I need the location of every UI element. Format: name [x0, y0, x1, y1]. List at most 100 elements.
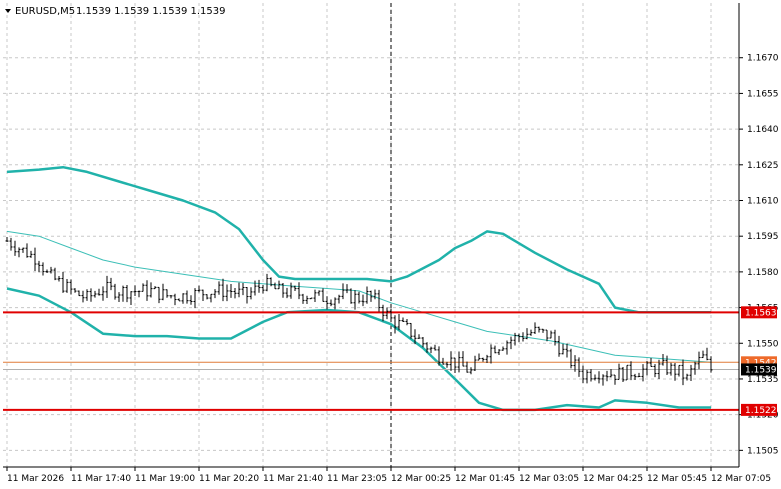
price-bar	[17, 247, 21, 258]
middle-band-line	[6, 230, 712, 363]
upper-level-tag-bg	[741, 306, 777, 319]
price-bar	[473, 355, 477, 371]
price-bar	[705, 347, 709, 361]
price-bar	[57, 276, 61, 282]
price-bar	[317, 290, 321, 296]
price-bar	[517, 333, 521, 343]
price-bar	[89, 288, 93, 302]
price-bar	[341, 283, 345, 300]
price-bar	[237, 282, 241, 298]
price-bar	[425, 342, 429, 353]
price-bar	[329, 299, 333, 307]
price-bar	[61, 271, 65, 293]
price-bar	[205, 294, 209, 300]
price-bar	[169, 295, 173, 299]
price-bar	[113, 283, 117, 300]
price-bar	[241, 282, 245, 296]
price-bar	[701, 350, 705, 359]
price-bar	[393, 315, 397, 334]
price-bar	[77, 290, 81, 297]
price-bar	[389, 308, 393, 319]
price-bar	[585, 369, 589, 384]
y-tick-label: 1.1550	[747, 339, 779, 349]
price-bar	[629, 361, 633, 381]
price-bar	[493, 345, 497, 354]
price-bar	[201, 289, 205, 301]
price-bar	[469, 367, 473, 375]
bollinger-bands	[6, 165, 712, 412]
price-bar	[449, 351, 453, 371]
price-bar	[569, 348, 573, 369]
price-bar	[637, 372, 641, 378]
symbol-menu-icon[interactable]	[5, 9, 11, 13]
y-tick-label: 1.1625	[747, 161, 779, 171]
price-bar	[417, 334, 421, 339]
price-bar	[21, 247, 25, 253]
price-bar	[625, 364, 629, 381]
upper-band-line	[6, 165, 711, 314]
price-bar	[381, 304, 385, 322]
price-bar	[173, 293, 177, 306]
price-bar	[385, 307, 389, 320]
price-bar	[273, 282, 277, 290]
quote-values: 1.1539 1.1539 1.1539 1.1539	[76, 6, 226, 17]
y-tick-label: 1.1640	[747, 125, 779, 135]
price-bar	[573, 355, 577, 372]
chart-axes: 1.1670 1.1655 1.1640 1.1625 1.1610 1.1595 1.15…	[3, 3, 779, 484]
x-tick-label: 11 Mar 21:40	[263, 474, 323, 484]
horizontal-levels	[3, 311, 739, 411]
price-bar	[353, 290, 357, 310]
price-bar	[9, 237, 13, 251]
price-bar	[305, 295, 309, 305]
price-bar	[217, 281, 221, 295]
price-bar	[277, 280, 281, 290]
price-bar	[561, 343, 565, 355]
price-bar	[649, 357, 653, 367]
bid-price-tag-text: 1.1539	[745, 365, 777, 375]
price-bar	[81, 290, 85, 303]
price-bar	[145, 280, 149, 301]
price-bar	[245, 286, 249, 304]
price-bar	[513, 332, 517, 346]
price-bar	[141, 283, 145, 292]
y-tick-label: 1.1610	[747, 196, 779, 206]
price-bar	[565, 343, 569, 358]
price-bar	[149, 282, 153, 298]
price-bar	[529, 329, 533, 336]
price-bar	[313, 289, 317, 303]
price-bar	[121, 285, 125, 302]
price-bar	[365, 286, 369, 304]
price-bar	[93, 290, 97, 298]
price-bar	[377, 289, 381, 312]
price-bar	[437, 346, 441, 366]
price-bar	[445, 361, 449, 368]
price-bar	[29, 250, 33, 258]
price-bar	[193, 288, 197, 309]
price-bar	[185, 290, 189, 304]
price-bar	[117, 292, 121, 303]
price-bar	[509, 336, 513, 350]
price-bar	[685, 373, 689, 381]
x-tick-label: 12 Mar 01:45	[455, 474, 515, 484]
price-bar	[689, 364, 693, 382]
y-tick-label: 1.1670	[747, 54, 779, 64]
price-bar	[457, 351, 461, 373]
x-tick-label: 12 Mar 07:05	[711, 474, 771, 484]
price-bar	[405, 318, 409, 326]
x-tick-label: 11 Mar 2026	[7, 474, 64, 484]
price-bar	[557, 335, 561, 357]
price-bar	[641, 364, 645, 382]
price-bar	[505, 340, 509, 355]
price-bar	[257, 279, 261, 293]
price-bar	[525, 328, 529, 340]
x-tick-label: 11 Mar 20:20	[199, 474, 259, 484]
price-bar	[693, 361, 697, 375]
price-bar	[657, 359, 661, 380]
price-bar	[41, 262, 45, 276]
price-bar	[125, 284, 129, 303]
price-bar	[133, 285, 137, 296]
y-tick-label: 1.1655	[747, 89, 779, 99]
